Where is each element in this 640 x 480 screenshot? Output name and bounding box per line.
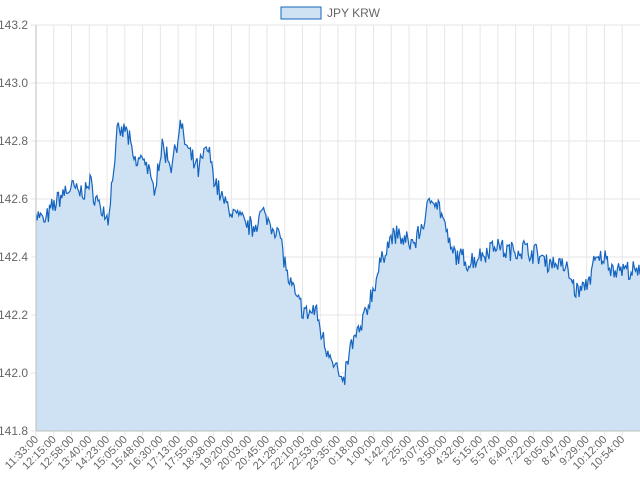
y-tick-label: 142.2 xyxy=(0,308,28,322)
series-area-jpy-krw xyxy=(36,119,640,432)
legend-label[interactable]: JPY KRW xyxy=(327,6,381,20)
y-tick-label: 142.0 xyxy=(0,366,28,380)
y-tick-label: 142.8 xyxy=(0,134,28,148)
y-tick-label: 141.8 xyxy=(0,424,28,438)
y-tick-label: 142.4 xyxy=(0,250,28,264)
series-line-jpy-krw xyxy=(35,119,640,385)
y-tick-label: 143.0 xyxy=(0,76,28,90)
y-tick-label: 142.6 xyxy=(0,192,28,206)
legend-swatch[interactable] xyxy=(280,6,322,20)
legend[interactable]: JPY KRW xyxy=(280,6,381,20)
y-tick-label: 143.2 xyxy=(0,18,28,32)
series-layer xyxy=(35,119,640,432)
